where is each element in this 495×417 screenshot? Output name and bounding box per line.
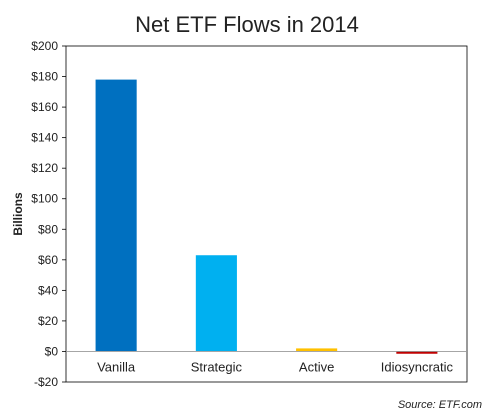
source-note: Source: ETF.com xyxy=(398,399,482,411)
category-label-idiosyncratic: Idiosyncratic xyxy=(381,359,454,374)
bar-idiosyncratic xyxy=(396,351,438,354)
bar-vanilla xyxy=(95,79,137,352)
y-tick-label: $160 xyxy=(31,100,58,114)
y-tick-label: $100 xyxy=(31,192,58,206)
category-label-active: Active xyxy=(299,359,334,374)
bars xyxy=(95,79,438,354)
y-tick-label: $200 xyxy=(31,39,58,53)
y-tick-label: $180 xyxy=(31,70,58,84)
y-tick-label: $140 xyxy=(31,131,58,145)
category-label-vanilla: Vanilla xyxy=(97,359,136,374)
y-tick-label: $60 xyxy=(38,253,58,267)
bar-strategic xyxy=(195,255,237,352)
y-axis-label: Billions xyxy=(11,192,25,236)
y-tick-label: $0 xyxy=(45,344,59,358)
category-label-strategic: Strategic xyxy=(191,359,243,374)
y-tick-label: $20 xyxy=(38,314,58,328)
plot-area-border xyxy=(65,45,468,383)
chart-title: Net ETF Flows in 2014 xyxy=(135,12,359,37)
y-tick-label: $120 xyxy=(31,161,58,175)
y-tick-label: $40 xyxy=(38,283,58,297)
y-tick-label: -$20 xyxy=(34,375,58,389)
y-tick-label: $80 xyxy=(38,222,58,236)
y-axis-ticks: -$20 $0 $20 $40 $60 $80 $100 $120 $140 $160 $180 $2… xyxy=(31,39,66,389)
category-labels: Vanilla Strategic Active Idiosyncratic xyxy=(97,359,453,374)
bar-active xyxy=(296,348,338,352)
